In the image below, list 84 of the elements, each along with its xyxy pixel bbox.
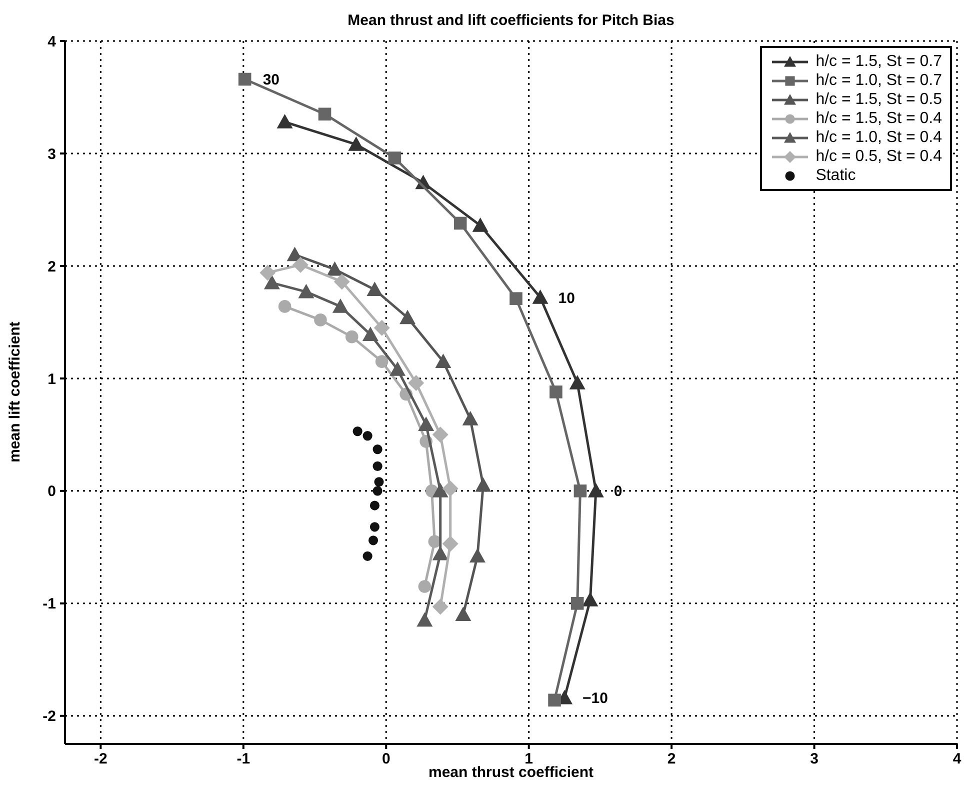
y-tick-label: 0	[48, 483, 56, 500]
point	[462, 410, 478, 426]
point	[352, 426, 362, 436]
x-tick-label: -2	[94, 750, 108, 768]
point	[362, 326, 378, 341]
point	[292, 256, 308, 273]
point	[574, 484, 587, 498]
point	[548, 694, 561, 707]
point	[475, 477, 492, 492]
point	[455, 606, 472, 622]
legend-label: h/c = 1.5, St = 0.7	[816, 52, 942, 71]
point	[442, 480, 458, 497]
point	[418, 416, 434, 431]
point	[326, 261, 343, 276]
point	[370, 522, 380, 532]
legend-label: h/c = 1.0, St = 0.4	[816, 128, 942, 147]
y-tick-label: -1	[42, 596, 56, 613]
point	[532, 289, 548, 304]
point	[432, 546, 448, 560]
point	[264, 274, 280, 290]
legend-label: h/c = 0.5, St = 0.4	[816, 147, 942, 166]
point	[408, 374, 424, 391]
point	[260, 264, 276, 281]
chart-title: Mean thrust and lift coefficients for Pitch Bias	[346, 12, 676, 29]
x-tick-label: 2	[667, 750, 676, 768]
point	[550, 386, 562, 398]
point	[454, 216, 467, 230]
annotation: 30	[262, 72, 280, 89]
point	[334, 274, 350, 290]
point	[418, 580, 432, 593]
point	[318, 108, 332, 121]
y-tick-label: -2	[42, 708, 56, 726]
point	[570, 597, 584, 610]
point	[416, 612, 433, 627]
point	[442, 536, 458, 552]
legend-label: h/c = 1.0, St = 0.7	[816, 71, 942, 90]
point	[372, 444, 382, 454]
annotation: −10	[582, 690, 608, 708]
point	[298, 284, 314, 298]
point	[362, 551, 372, 561]
point	[428, 535, 442, 548]
point	[348, 136, 364, 151]
legend-label: Static	[816, 166, 856, 185]
y-tick-label: 3	[48, 146, 56, 163]
point	[374, 320, 390, 336]
annotation: 0	[614, 483, 622, 500]
point	[368, 536, 378, 546]
point	[372, 486, 382, 496]
point	[370, 500, 380, 510]
point	[372, 461, 382, 471]
x-tick-label: 3	[810, 750, 818, 768]
point	[366, 282, 383, 296]
point	[345, 330, 358, 344]
point	[314, 314, 327, 326]
point	[588, 482, 604, 498]
point	[432, 482, 448, 498]
x-tick-label: -1	[236, 750, 250, 768]
point	[435, 354, 452, 368]
point	[582, 592, 598, 606]
point	[390, 361, 406, 376]
point	[388, 152, 402, 164]
y-tick-label: 2	[48, 258, 56, 276]
y-tick-label: 4	[48, 33, 57, 50]
point	[238, 72, 252, 86]
annotation: 10	[558, 290, 575, 307]
point	[472, 217, 488, 232]
point	[374, 477, 384, 487]
point	[469, 548, 486, 563]
point	[510, 292, 522, 305]
point	[278, 300, 292, 313]
legend-label: h/c = 1.5, St = 0.5	[816, 90, 942, 109]
point	[400, 310, 416, 324]
legend-label: h/c = 1.5, St = 0.4	[816, 109, 942, 128]
point	[432, 426, 448, 443]
point	[362, 431, 372, 441]
y-tick-label: 1	[48, 370, 56, 388]
x-tick-label: 4	[952, 750, 962, 768]
point	[432, 598, 448, 615]
point	[569, 374, 586, 390]
point	[276, 114, 293, 128]
y-axis-title: mean lift coefficient	[6, 322, 24, 462]
point	[375, 355, 388, 368]
point	[332, 298, 348, 313]
x-tick-label: 0	[382, 750, 390, 768]
